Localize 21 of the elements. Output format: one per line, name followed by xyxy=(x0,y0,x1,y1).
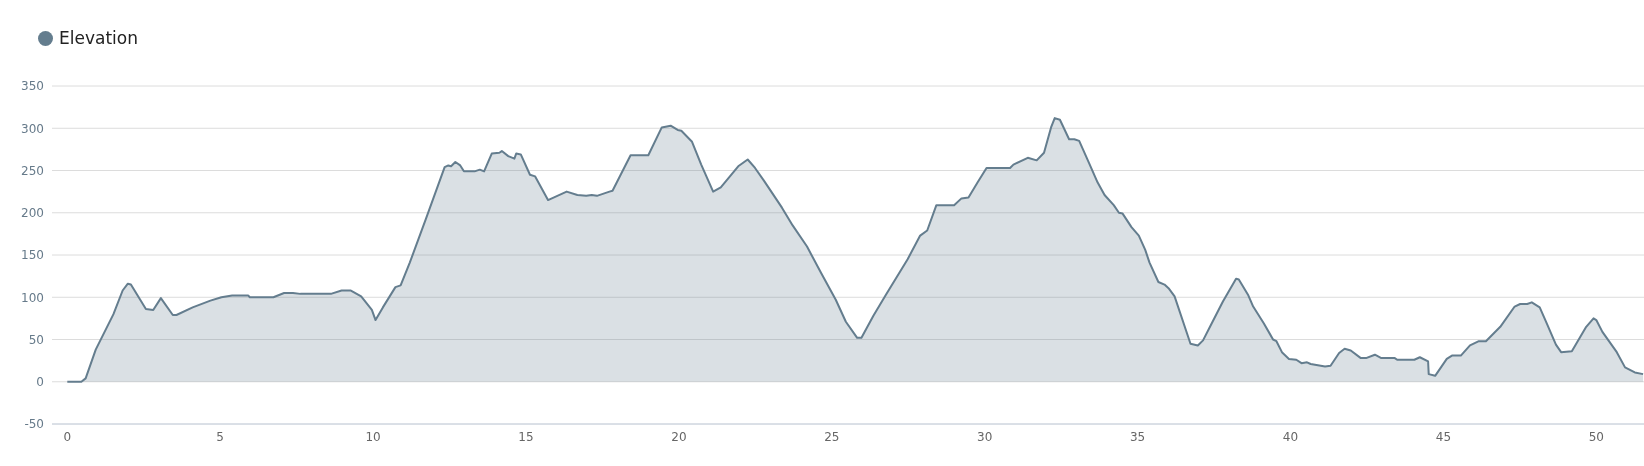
y-tick-label: -50 xyxy=(24,417,44,432)
legend-label: Elevation xyxy=(59,28,138,48)
y-tick-label: 0 xyxy=(36,375,44,390)
x-tick-label: 40 xyxy=(1282,429,1299,444)
y-tick-label: 350 xyxy=(21,79,44,94)
x-tick-label: 5 xyxy=(216,429,225,444)
y-tick-label: 50 xyxy=(28,332,44,347)
x-tick-label: 20 xyxy=(671,429,687,444)
x-tick-label: 10 xyxy=(365,429,381,444)
y-tick-label: 200 xyxy=(21,206,44,221)
x-tick-label: 50 xyxy=(1588,429,1604,444)
x-tick-label: 15 xyxy=(518,429,534,444)
y-tick-label: 250 xyxy=(21,163,44,178)
x-tick-label: 35 xyxy=(1129,429,1146,444)
x-tick-label: 25 xyxy=(824,429,840,444)
y-tick-label: 100 xyxy=(21,290,44,305)
x-tick-label: 30 xyxy=(977,429,993,444)
x-tick-label: 0 xyxy=(63,429,72,444)
y-tick-label: 150 xyxy=(21,248,44,263)
x-tick-label: 45 xyxy=(1435,429,1452,444)
y-tick-label: 300 xyxy=(21,121,44,136)
